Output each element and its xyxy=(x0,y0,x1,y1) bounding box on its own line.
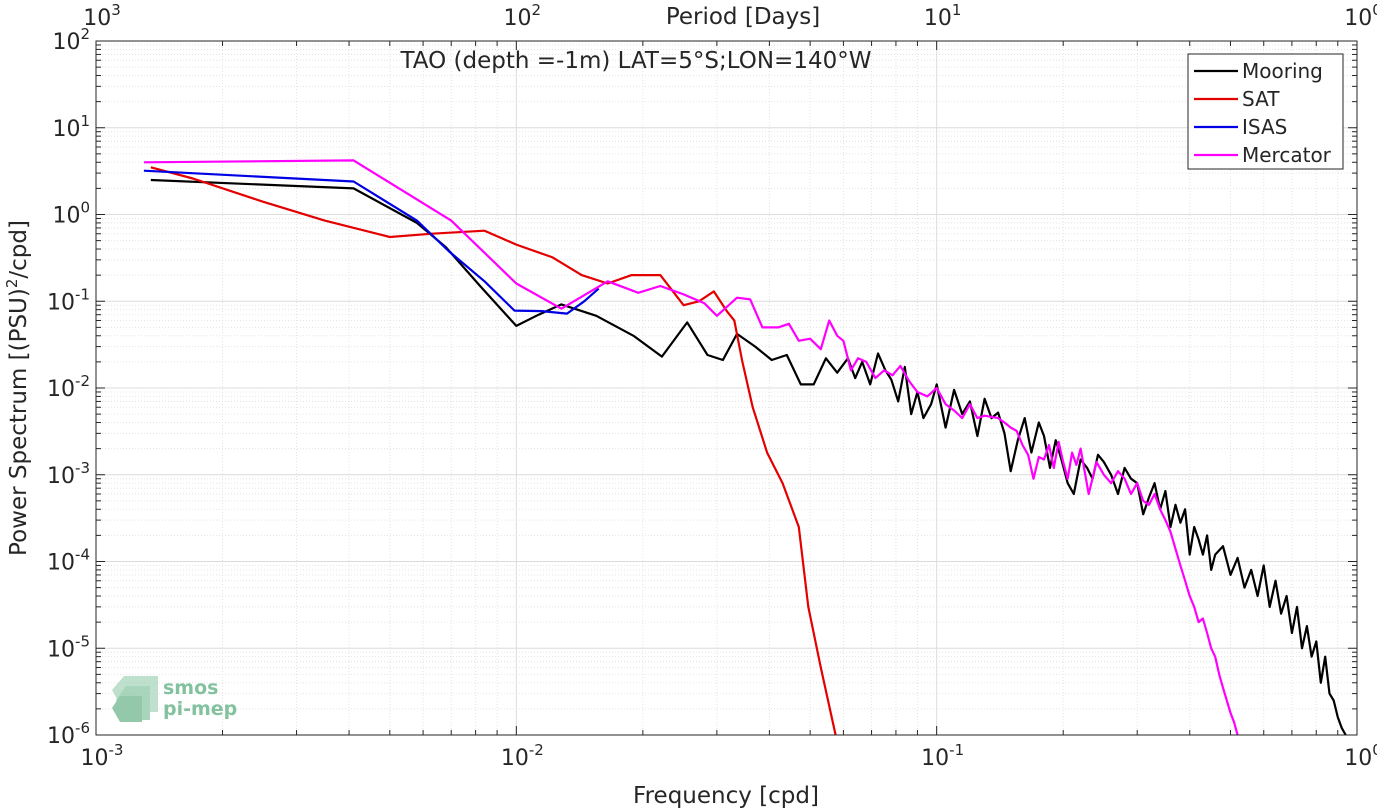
logo-text-smos: smos xyxy=(163,677,218,699)
y-tick-label: 102 xyxy=(52,25,90,55)
x-tick-label: 10-1 xyxy=(921,741,964,771)
series-line-isas xyxy=(143,169,600,315)
y-tick-label: 10-4 xyxy=(47,546,90,576)
series-line-mercator xyxy=(143,159,1239,735)
y-tick-label: 10-2 xyxy=(47,372,90,402)
minor-grid xyxy=(96,41,1357,735)
y-axis-label: Power Spectrum [(PSU)2/cpd] xyxy=(3,220,32,556)
logo-front-shape xyxy=(112,696,142,722)
legend-label-mercator: Mercator xyxy=(1242,143,1332,167)
legend-label-sat: SAT xyxy=(1242,87,1280,111)
smos-pimep-logo: smos pi-mep xyxy=(112,676,237,722)
y-axis-label-main: Power Spectrum [(PSU) xyxy=(6,288,32,556)
legend-label-mooring: Mooring xyxy=(1242,59,1323,83)
chart-title: TAO (depth =-1m) LAT=5°S;LON=140°W xyxy=(400,48,872,74)
axis-ticks xyxy=(95,40,1358,736)
top-tick-label: 100 xyxy=(1344,1,1377,31)
x-tick-label: 100 xyxy=(1344,741,1377,771)
x-tick-label: 10-3 xyxy=(81,741,124,771)
x-axis-label: Frequency [cpd] xyxy=(633,783,819,809)
y-axis-label-tail: /cpd] xyxy=(6,220,32,279)
top-tick-label: 103 xyxy=(83,1,121,31)
series-lines xyxy=(143,159,1347,735)
x-tick-labels: 10-3 10-2 10-1 100 xyxy=(81,741,1377,771)
top-tick-label: 102 xyxy=(504,1,542,31)
y-tick-label: 10-1 xyxy=(47,285,90,315)
top-axis-label: Period [Days] xyxy=(666,4,820,30)
legend-box xyxy=(1187,53,1344,170)
y-tick-label: 100 xyxy=(52,199,90,229)
top-tick-labels: 103 102 101 100 xyxy=(83,1,1377,31)
y-tick-label: 10-6 xyxy=(47,719,90,749)
top-tick-label: 101 xyxy=(924,1,962,31)
legend-label-isas: ISAS xyxy=(1242,115,1287,139)
y-tick-label: 101 xyxy=(52,112,90,142)
y-axis-label-sup: 2 xyxy=(3,279,21,289)
y-tick-label: 10-3 xyxy=(47,459,90,489)
series-line-mooring xyxy=(150,178,1347,735)
x-tick-label: 10-2 xyxy=(501,741,544,771)
y-tick-labels: 102 101 100 10-1 10-2 10-3 10-4 10-5 10-6 xyxy=(47,25,90,749)
logo-text-pimep: pi-mep xyxy=(163,698,237,720)
legend: Mooring SAT ISAS Mercator xyxy=(1187,53,1344,170)
y-tick-label: 10-5 xyxy=(47,632,90,662)
